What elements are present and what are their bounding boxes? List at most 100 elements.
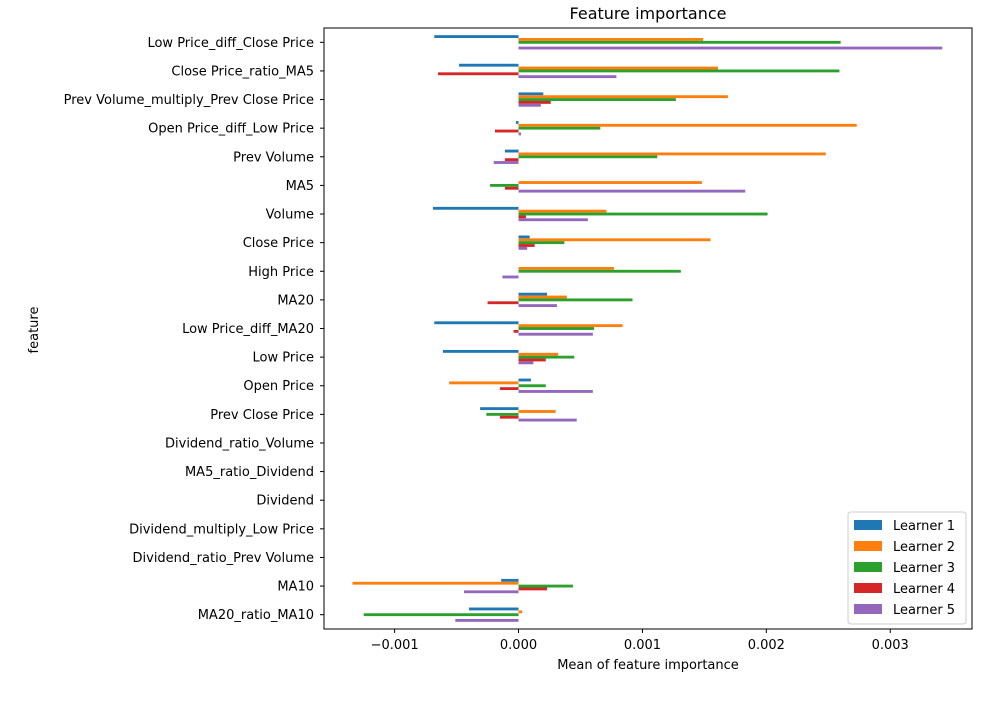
bar-3-20 [518, 584, 574, 588]
bar-1-13 [518, 378, 531, 382]
bar-2-8 [518, 238, 711, 242]
bar-1-8 [518, 235, 530, 239]
bar-2-11 [518, 324, 623, 328]
bar-1-12 [442, 349, 519, 353]
bar-1-1 [434, 35, 519, 39]
y-tick-label: Dividend [256, 494, 314, 509]
bar-1-3 [518, 92, 544, 96]
bar-4-12 [518, 358, 546, 362]
x-tick-label: −0.001 [371, 638, 419, 653]
y-tick-label: Dividend_ratio_Prev Volume [133, 551, 315, 566]
bar-5-3 [518, 103, 541, 107]
bar-3-2 [518, 69, 840, 73]
y-tick-label: High Price [248, 265, 314, 280]
bar-1-20 [501, 578, 519, 582]
bar-4-5 [504, 158, 519, 162]
legend-swatch [854, 562, 882, 572]
bar-2-1 [518, 38, 704, 41]
y-tick-label: Low Price [253, 351, 314, 366]
bar-3-11 [518, 327, 595, 330]
bar-5-9 [502, 275, 519, 279]
y-tick-label: MA20_ratio_MA10 [198, 608, 314, 623]
legend-swatch [854, 583, 882, 593]
legend-swatch [854, 541, 882, 551]
x-axis-label: Mean of feature importance [557, 658, 739, 673]
x-tick-label: 0.000 [500, 638, 537, 653]
bar-4-2 [437, 72, 519, 76]
legend-label: Learner 1 [893, 519, 955, 534]
bar-2-4 [518, 123, 857, 127]
y-tick-label: Low Price_diff_MA20 [182, 322, 314, 337]
bar-3-14 [486, 412, 519, 416]
legend: Learner 1 Learner 2 Learner 3 Learner 4 Lear… [847, 511, 967, 625]
y-tick-label: Prev Volume [233, 150, 314, 165]
bar-5-8 [518, 246, 528, 250]
bar-3-7 [518, 212, 768, 216]
x-tick-label: 0.001 [624, 638, 661, 653]
bar-2-20 [352, 581, 519, 585]
x-tick-label: 0.002 [748, 638, 785, 653]
bar-4-8 [518, 244, 535, 247]
chart-title: Feature importance [570, 4, 727, 23]
bar-2-5 [518, 152, 826, 156]
y-tick-label: Prev Volume_multiply_Prev Close Price [64, 93, 314, 108]
y-axis-label: feature [27, 307, 42, 354]
bar-2-21 [518, 610, 523, 614]
y-tick-label: Open Price_diff_Low Price [148, 122, 314, 137]
legend-box [847, 511, 967, 625]
bar-2-7 [518, 209, 607, 213]
bar-4-6 [504, 186, 519, 190]
bar-4-13 [499, 387, 519, 391]
legend-label: Learner 3 [893, 561, 955, 576]
bar-3-21 [363, 613, 519, 617]
bar-5-7 [518, 218, 588, 222]
bars-layer [352, 35, 943, 622]
bar-4-4 [494, 129, 519, 133]
bar-2-10 [518, 295, 567, 299]
y-tick-label: Volume [266, 208, 314, 223]
y-tick-label: Dividend_ratio_Volume [165, 436, 314, 451]
bar-3-12 [518, 355, 575, 359]
bar-2-6 [518, 181, 702, 184]
bar-1-21 [468, 607, 519, 611]
bar-5-20 [464, 590, 519, 594]
bar-5-14 [518, 418, 577, 422]
axes-layer: Low Price_diff_Close Price Close Price_ra… [64, 27, 973, 653]
legend-label: Learner 4 [893, 582, 955, 597]
bar-3-8 [518, 241, 565, 245]
bar-2-12 [518, 352, 559, 356]
bar-5-1 [518, 46, 943, 50]
bar-5-5 [493, 161, 519, 164]
y-tick-label: Close Price [243, 236, 314, 251]
bar-2-2 [518, 66, 718, 70]
y-tick-label: Close Price_ratio_MA5 [171, 64, 314, 79]
legend-label: Learner 5 [893, 603, 955, 618]
bar-4-3 [518, 100, 551, 104]
bar-1-14 [480, 407, 519, 411]
bar-2-9 [518, 266, 614, 270]
bar-3-1 [518, 40, 841, 44]
bar-3-3 [518, 98, 676, 101]
y-tick-label: Low Price_diff_Close Price [147, 36, 314, 51]
bar-4-20 [518, 587, 548, 591]
y-tick-label: Dividend_multiply_Low Price [129, 522, 314, 537]
bar-1-7 [433, 206, 519, 210]
bar-5-10 [518, 304, 557, 308]
bar-5-12 [518, 361, 534, 365]
legend-swatch [854, 520, 882, 530]
bar-5-11 [518, 332, 593, 336]
legend-swatch [854, 604, 882, 614]
legend-label: Learner 2 [893, 540, 955, 555]
bar-2-3 [518, 95, 728, 99]
bar-3-5 [518, 155, 658, 159]
bar-5-13 [518, 390, 593, 393]
bar-4-7 [518, 215, 526, 219]
bar-1-10 [518, 292, 548, 296]
bar-2-13 [449, 381, 519, 385]
bar-1-5 [504, 149, 519, 153]
y-tick-label: Prev Close Price [210, 408, 314, 423]
bar-1-4 [516, 121, 519, 124]
y-tick-label: MA5_ratio_Dividend [185, 465, 314, 480]
bar-5-2 [518, 75, 617, 79]
